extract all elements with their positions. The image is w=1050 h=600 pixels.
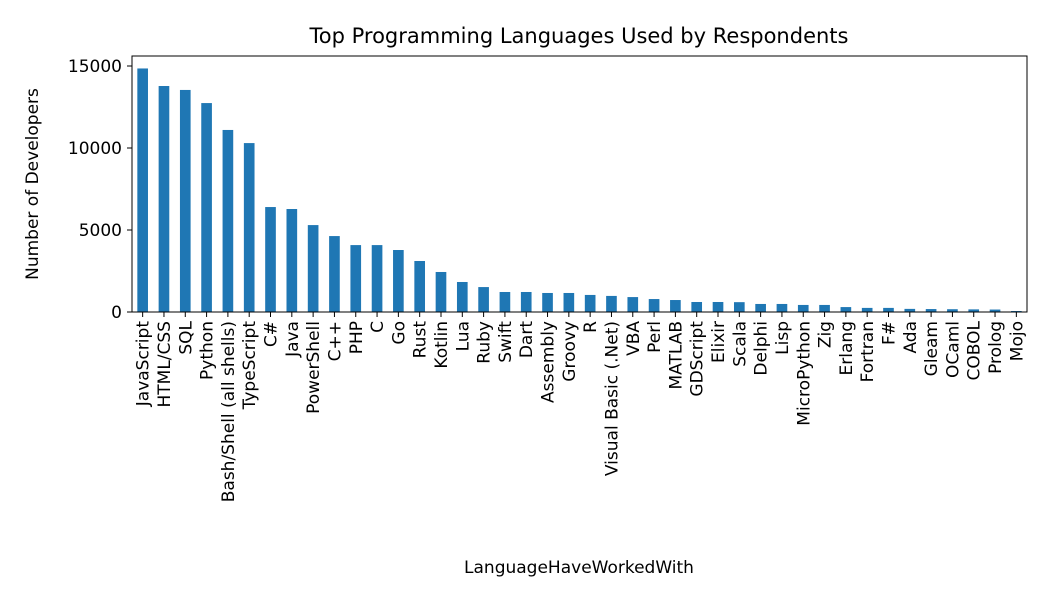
bar (648, 299, 660, 312)
bar (733, 302, 745, 312)
x-tick-label: COBOL (965, 320, 985, 380)
x-tick-label: SQL (176, 320, 196, 354)
bar (329, 236, 340, 312)
x-tick-label: Gleam (922, 321, 942, 376)
x-tick-label: Elixir (709, 321, 729, 363)
x-tick-label: Kotlin (432, 321, 452, 369)
bar (286, 209, 298, 312)
bar (670, 300, 681, 312)
bar (307, 225, 319, 312)
x-tick-label: Visual Basic (.Net) (602, 321, 622, 476)
x-tick-label: PHP (347, 321, 367, 354)
bar (691, 301, 703, 312)
bar (755, 303, 766, 312)
bar (627, 297, 639, 312)
x-tick-label: Bash/Shell (all shells) (219, 321, 239, 502)
x-tick-label: TypeScript (240, 321, 260, 411)
x-tick-label: JavaScript (134, 321, 154, 408)
x-tick-label: MATLAB (666, 321, 686, 390)
x-tick-label: Ada (901, 321, 921, 354)
x-tick-label: GDScript (688, 321, 708, 397)
x-tick-label: Groovy (560, 321, 580, 382)
x-tick-label: F# (879, 321, 899, 345)
bar (563, 292, 575, 312)
bar (350, 245, 362, 312)
bar (393, 250, 404, 312)
x-tick-label: Swift (496, 321, 516, 363)
y-tick-label: 0 (111, 303, 122, 323)
x-tick-label: Go (389, 321, 409, 345)
x-tick-label: Mojo (1007, 321, 1027, 361)
bar (542, 292, 553, 312)
bar (776, 303, 788, 312)
bar (158, 86, 170, 312)
bar (861, 307, 873, 312)
bar (265, 207, 276, 312)
x-tick-label: Zig (816, 321, 836, 348)
x-tick-label: Lisp (773, 321, 793, 355)
bar (435, 271, 447, 312)
bar (819, 304, 830, 312)
bar (137, 68, 148, 312)
bar (222, 129, 234, 312)
x-tick-label: Fortran (858, 321, 878, 382)
bar (968, 309, 980, 312)
bar (883, 307, 894, 312)
x-tick-label: Lua (453, 321, 473, 351)
bar (904, 308, 916, 312)
chart-title: Top Programming Languages Used by Respon… (309, 24, 849, 48)
bar (179, 89, 191, 312)
x-tick-label: C (368, 321, 388, 333)
bar (840, 307, 852, 312)
x-tick-label: C# (262, 321, 282, 347)
x-axis-label: LanguageHaveWorkedWith (464, 558, 694, 578)
bar (925, 309, 937, 312)
bar (456, 281, 468, 312)
x-tick-label: MicroPython (794, 321, 814, 426)
bar (201, 103, 212, 312)
y-tick-label: 10000 (68, 139, 122, 159)
x-tick-label: Rust (411, 321, 431, 359)
x-tick-label: Prolog (986, 321, 1006, 374)
x-tick-label: Java (283, 321, 303, 358)
bar (243, 143, 255, 312)
x-tick-label: Scala (730, 321, 750, 367)
x-tick-label: Dart (517, 321, 537, 358)
plot-frame (131, 55, 1028, 313)
y-tick-label: 15000 (68, 57, 122, 77)
y-axis-label: Number of Developers (23, 88, 43, 280)
x-tick-label: PowerShell (304, 321, 324, 414)
bar (797, 304, 809, 312)
x-tick-label: Delphi (752, 321, 772, 376)
x-tick-label: R (581, 321, 601, 333)
bar (371, 245, 383, 312)
bar (584, 294, 596, 312)
bar (499, 291, 511, 312)
bar (989, 309, 1001, 312)
bar (947, 309, 958, 312)
x-tick-label: VBA (624, 321, 644, 356)
x-tick-label: Python (198, 321, 218, 380)
bar (606, 295, 617, 312)
x-tick-label: C++ (325, 321, 345, 361)
x-tick-label: Perl (645, 321, 665, 353)
x-tick-label: HTML/CSS (155, 321, 175, 408)
x-tick-label: Assembly (539, 321, 559, 403)
y-tick-label: 5000 (79, 221, 122, 241)
bar (520, 291, 532, 312)
x-tick-label: Ruby (475, 321, 495, 364)
bar (478, 287, 489, 312)
x-tick-label: OCaml (943, 321, 963, 378)
bar (414, 260, 426, 312)
bar (712, 301, 724, 312)
x-tick-label: Erlang (837, 321, 857, 375)
